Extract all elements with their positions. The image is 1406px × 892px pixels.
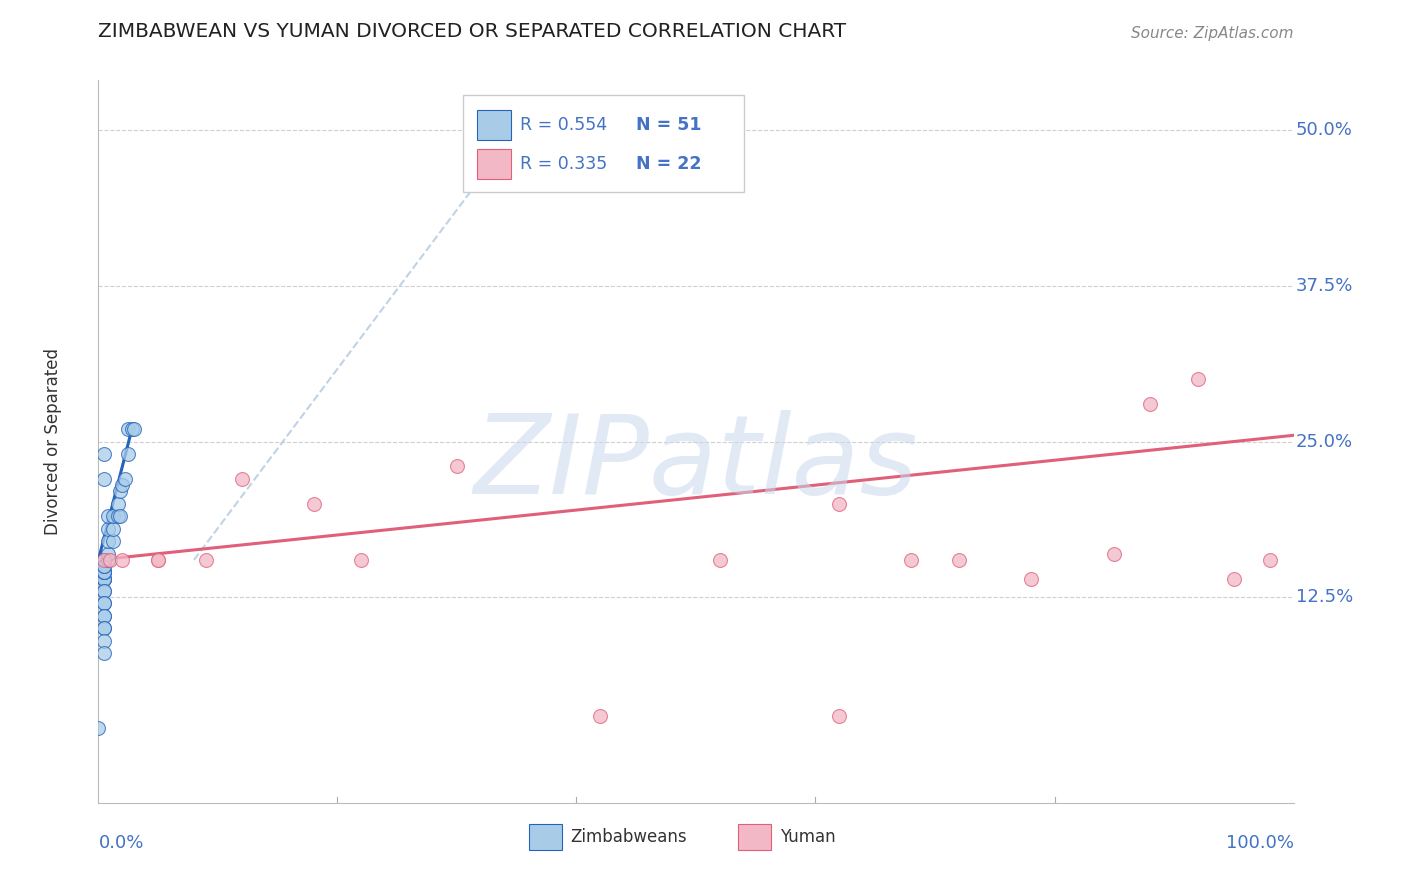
Point [589, 708, 612, 723]
FancyBboxPatch shape [738, 824, 772, 850]
Point [93, 553, 115, 567]
Point [148, 553, 170, 567]
Point [93, 559, 115, 574]
FancyBboxPatch shape [529, 824, 562, 850]
Point [900, 553, 922, 567]
Text: R = 0.335: R = 0.335 [520, 155, 607, 173]
Point [93, 572, 115, 586]
Point [93, 553, 115, 567]
Point [93, 566, 115, 580]
Point [93, 646, 115, 660]
Point [93, 609, 115, 624]
Point [114, 472, 136, 486]
Text: N = 22: N = 22 [636, 155, 702, 173]
Point [1139, 397, 1161, 411]
Text: 0.0%: 0.0% [98, 834, 143, 852]
Point [93, 572, 115, 586]
Point [93, 553, 115, 567]
Point [101, 509, 124, 524]
Point [98, 553, 122, 567]
Text: N = 51: N = 51 [636, 116, 702, 134]
Point [93, 559, 115, 574]
Point [93, 553, 115, 567]
Text: Yuman: Yuman [779, 828, 835, 846]
Point [1187, 372, 1209, 386]
Point [93, 633, 115, 648]
Text: ZIPatlas: ZIPatlas [474, 409, 918, 516]
Point [93, 566, 115, 580]
Point [108, 509, 131, 524]
Text: Divorced or Separated: Divorced or Separated [44, 348, 62, 535]
Text: 25.0%: 25.0% [1296, 433, 1353, 450]
Point [101, 534, 124, 549]
Text: Source: ZipAtlas.com: Source: ZipAtlas.com [1130, 26, 1294, 40]
Point [948, 553, 970, 567]
Point [93, 553, 115, 567]
Point [93, 553, 115, 567]
Point [93, 597, 115, 611]
Point [1223, 572, 1246, 586]
Point [93, 566, 115, 580]
Point [93, 584, 115, 599]
Point [117, 422, 139, 436]
Text: 37.5%: 37.5% [1296, 277, 1354, 295]
Point [87, 721, 110, 735]
Point [107, 497, 129, 511]
Point [828, 497, 851, 511]
Point [107, 509, 129, 524]
Point [93, 597, 115, 611]
Point [93, 553, 115, 567]
Point [121, 422, 143, 436]
Text: Zimbabweans: Zimbabweans [571, 828, 688, 846]
Text: 50.0%: 50.0% [1296, 121, 1353, 139]
Point [231, 472, 253, 486]
Point [124, 422, 146, 436]
Point [108, 484, 131, 499]
Point [1019, 572, 1042, 586]
Point [117, 447, 139, 461]
Point [828, 708, 851, 723]
Point [97, 547, 120, 561]
Point [1258, 553, 1281, 567]
Point [93, 553, 115, 567]
Point [1104, 547, 1126, 561]
Point [93, 572, 115, 586]
Point [93, 609, 115, 624]
Point [93, 621, 115, 635]
Point [93, 447, 115, 461]
Point [446, 459, 468, 474]
Point [111, 478, 134, 492]
Point [93, 621, 115, 635]
Point [101, 522, 124, 536]
Point [709, 553, 731, 567]
Point [97, 534, 120, 549]
Point [97, 522, 120, 536]
Point [93, 566, 115, 580]
FancyBboxPatch shape [463, 95, 744, 193]
Point [97, 553, 120, 567]
Text: ZIMBABWEAN VS YUMAN DIVORCED OR SEPARATED CORRELATION CHART: ZIMBABWEAN VS YUMAN DIVORCED OR SEPARATE… [98, 21, 846, 40]
Point [93, 553, 115, 567]
Point [93, 584, 115, 599]
FancyBboxPatch shape [477, 110, 510, 140]
Text: 100.0%: 100.0% [1226, 834, 1294, 852]
Text: R = 0.554: R = 0.554 [520, 116, 607, 134]
Point [148, 553, 170, 567]
Point [93, 572, 115, 586]
Point [93, 553, 115, 567]
Point [93, 472, 115, 486]
FancyBboxPatch shape [477, 149, 510, 179]
Text: 12.5%: 12.5% [1296, 588, 1353, 607]
Point [350, 553, 373, 567]
Point [111, 553, 134, 567]
Point [302, 497, 325, 511]
Point [97, 509, 120, 524]
Point [93, 553, 115, 567]
Point [195, 553, 218, 567]
